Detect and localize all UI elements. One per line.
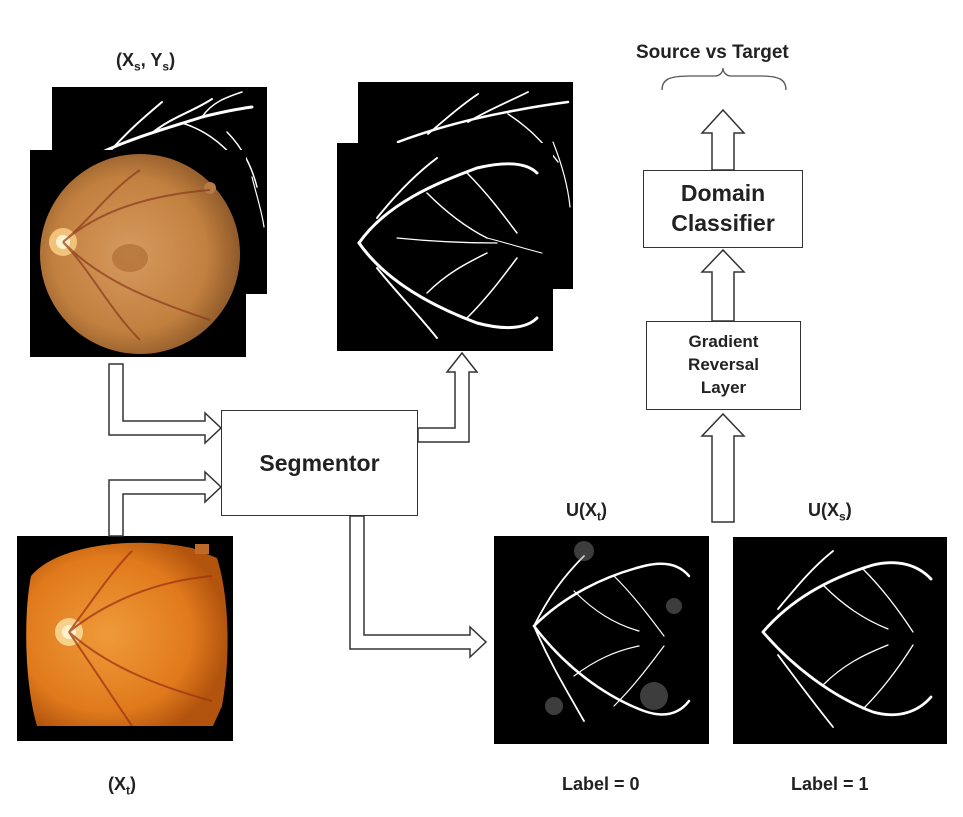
output-label: Source vs Target [636,42,789,63]
fundus-graphic [26,542,228,727]
classifier-to-output-arrow [700,108,746,171]
domain-classifier-line-1: Domain [680,180,766,207]
target-domain-label: Label = 0 [562,774,640,794]
vessel-tree-graphic [357,157,543,339]
segmentor-to-uncertainty-arrow [349,515,488,659]
source-to-segmentor-arrow [108,363,223,445]
fundus-graphic [40,154,240,354]
segmentor-to-prediction-arrow [417,351,479,443]
source-fundus-image [30,150,246,357]
target-to-segmentor-arrow [108,470,223,537]
target-uncertainty-map [494,536,709,744]
grl-line-2: Reversal [688,355,759,375]
segmentor-block: Segmentor [221,410,418,516]
grl-line-3: Layer [700,377,747,397]
domain-classifier-line-2: Classifier [671,210,775,236]
grl-to-classifier-arrow [700,248,746,322]
u-source-label: U(Xs) [808,500,852,524]
gradient-reversal-layer-block: Gradient Reversal Layer [646,321,801,410]
vessel-tree-graphic [396,91,571,208]
source-uncertainty-map [733,537,947,744]
target-input-label: (Xt) [108,774,136,798]
target-fundus-image [17,536,233,741]
source-pair-label: (Xs, Ys) [116,50,176,74]
uncertainty-to-grl-arrow [700,412,746,523]
output-brace [661,67,787,91]
domain-classifier-block: Domain Classifier [643,170,803,248]
segmentor-label: Segmentor [259,449,380,476]
u-target-label: U(Xt) [566,500,607,524]
source-prediction-front [337,143,553,351]
grl-line-1: Gradient [688,332,759,352]
vessel-tree-graphic [761,550,933,728]
vessel-tree-graphic [532,541,691,722]
source-domain-label: Label = 1 [791,774,869,794]
